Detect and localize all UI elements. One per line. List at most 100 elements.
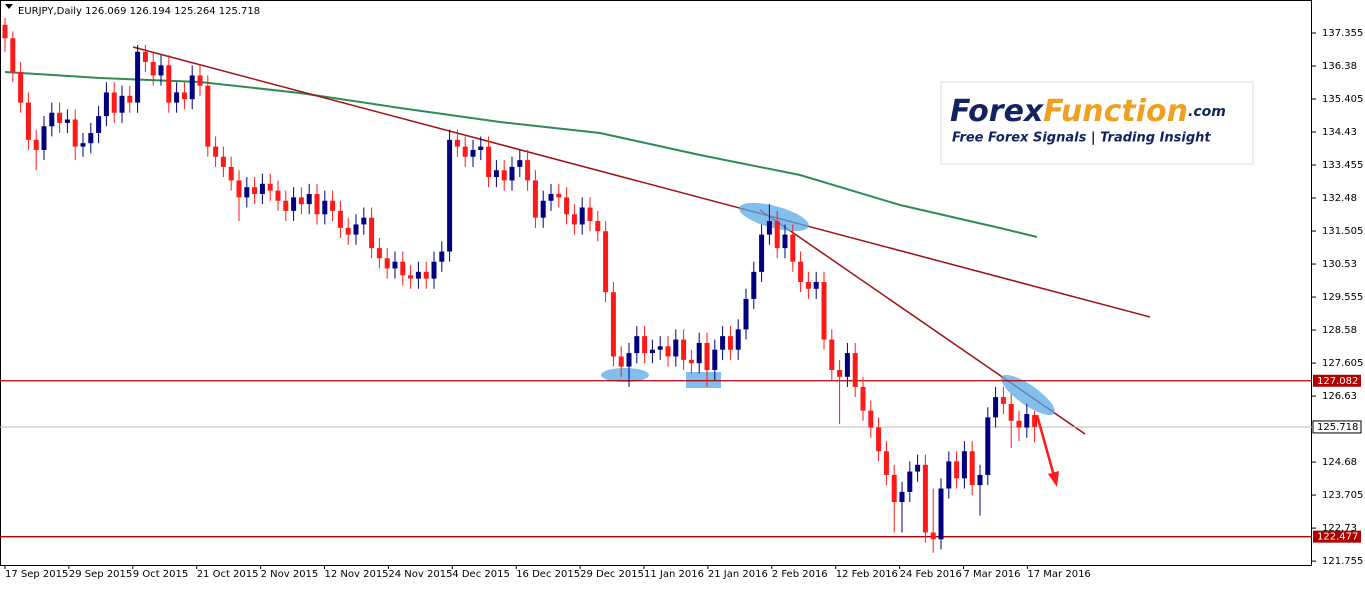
candle-body (376, 248, 382, 259)
candle-body (64, 119, 70, 123)
x-tick-label: 2 Feb 2016 (772, 569, 828, 580)
candle-body (259, 183, 265, 194)
candle-body (813, 281, 819, 289)
logo-box (940, 81, 1254, 165)
candle-body (88, 133, 94, 144)
candle-body (462, 146, 468, 157)
candle-body (564, 197, 570, 215)
candle-body (751, 271, 757, 299)
candle-body (1008, 403, 1014, 421)
candle-body (915, 464, 921, 472)
x-tick-label: 9 Oct 2015 (133, 569, 188, 580)
candle-body (96, 116, 102, 134)
candle-body (509, 166, 515, 181)
candle-body (1000, 397, 1006, 404)
candle-body (969, 451, 975, 486)
price-label: 125.718 (1317, 422, 1358, 433)
menu-icon[interactable] (5, 4, 13, 9)
logo-brand: ForexFunction.com (950, 94, 1226, 129)
candle-body (891, 474, 897, 503)
candle-body (408, 275, 414, 279)
candle-body (400, 261, 406, 276)
x-tick-label: 24 Nov 2015 (388, 569, 452, 580)
candle-body (174, 92, 180, 103)
candle-body (213, 146, 219, 157)
y-tick-label: 124.68 (1322, 457, 1357, 468)
candle-body (681, 339, 687, 360)
candle-body (852, 353, 858, 387)
candle-body (782, 234, 788, 249)
y-tick-label: 122.73 (1322, 523, 1357, 534)
candle-body (540, 200, 546, 218)
candle-body (252, 187, 258, 194)
candle-body (314, 193, 320, 215)
x-tick-label: 17 Sep 2015 (5, 569, 68, 580)
candle-body (283, 200, 289, 211)
candle-body (829, 339, 835, 371)
candle-body (103, 92, 109, 117)
candle-body (447, 139, 453, 252)
candle-body (946, 461, 952, 489)
candle-body (876, 427, 882, 452)
candle-body (517, 160, 523, 167)
y-tick-label: 126.63 (1322, 391, 1357, 402)
candles (2, 17, 1038, 553)
candle-body (392, 261, 398, 269)
logo-part: .com (1188, 104, 1226, 120)
candle-body (587, 207, 593, 222)
x-tick-label: 7 Mar 2016 (964, 569, 1021, 580)
candle-body (704, 342, 710, 371)
candle-body (634, 336, 640, 354)
x-tick-label: 11 Jan 2016 (644, 569, 704, 580)
last-close: 125.718 (219, 6, 260, 17)
candle-body (220, 156, 226, 167)
candle-body (345, 227, 351, 235)
y-tick-label: 129.555 (1322, 292, 1363, 303)
x-tick-label: 12 Nov 2015 (325, 569, 389, 580)
candle-body (548, 193, 554, 201)
candle-body (501, 170, 507, 181)
highlight (601, 368, 649, 382)
y-tick-label: 131.505 (1322, 226, 1363, 237)
candle-body (337, 210, 343, 228)
candle-body (361, 217, 367, 225)
y-tick-label: 128.58 (1322, 325, 1357, 336)
candle-body (119, 95, 125, 113)
candle-body (618, 356, 624, 367)
candle-body (837, 370, 843, 377)
x-tick-label: 17 Mar 2016 (1027, 569, 1090, 580)
highlight (1001, 374, 1055, 416)
candle-body (610, 292, 616, 357)
candle-body (142, 51, 148, 62)
level-label-box (1313, 374, 1361, 387)
logo-part: Function (1043, 94, 1188, 129)
candle-body (423, 271, 429, 279)
candle-body (907, 471, 913, 492)
candle-body (954, 461, 960, 479)
highlight (739, 202, 809, 232)
candle-body (766, 221, 772, 235)
y-tick-label: 132.48 (1322, 193, 1357, 204)
candle-body (938, 488, 944, 540)
candle-body (135, 51, 141, 103)
x-tick-label: 21 Jan 2016 (708, 569, 768, 580)
candle-body (899, 491, 905, 503)
annotations-under (0, 46, 1312, 538)
candle-body (415, 271, 421, 279)
x-tick-label: 29 Dec 2015 (580, 569, 644, 580)
candle-body (189, 75, 195, 100)
candle-body (961, 451, 967, 479)
candle-body (291, 197, 297, 211)
candle-body (431, 261, 437, 279)
y-tick-label: 121.755 (1322, 556, 1363, 567)
candle-body (844, 353, 850, 377)
x-tick-label: 29 Sep 2015 (69, 569, 132, 580)
x-tick-label: 24 Feb 2016 (900, 569, 962, 580)
candle-body (930, 532, 936, 540)
last-open: 126.069 (85, 6, 126, 17)
candle-body (883, 451, 889, 475)
logo-part: Forex (950, 94, 1045, 129)
last-low: 125.264 (174, 6, 215, 17)
candle-body (72, 119, 78, 147)
